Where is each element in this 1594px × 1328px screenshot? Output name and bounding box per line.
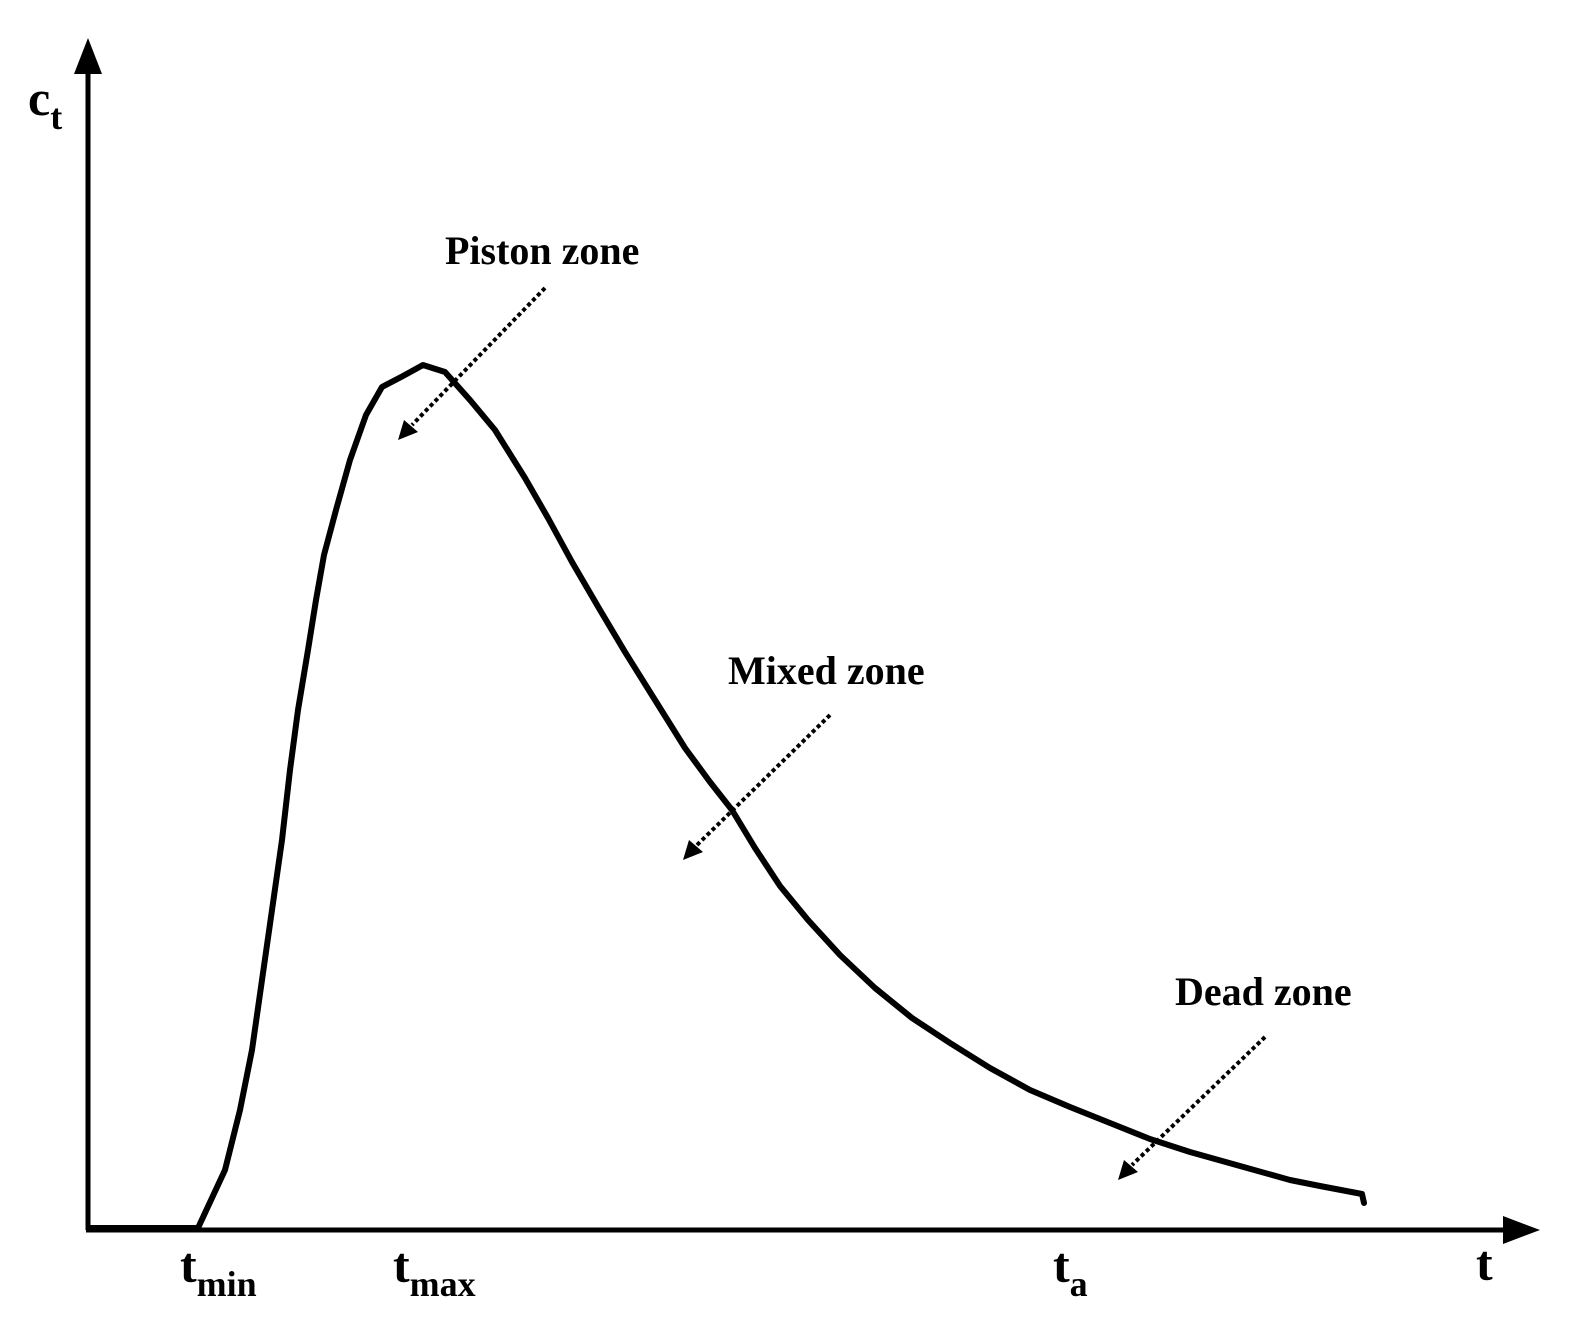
- zone-label-piston: Piston zone: [445, 228, 639, 273]
- x-axis-label: t: [1476, 1235, 1493, 1291]
- piston-zone-arrow: [398, 286, 547, 440]
- response-curve: [87, 362, 1367, 1231]
- tick-label-tmax: tmax: [393, 1237, 476, 1304]
- x-axis-arrowhead: [1503, 1216, 1540, 1244]
- zone-label-mixed: Mixed zone: [728, 648, 925, 693]
- dead-zone-arrow: [1118, 1035, 1267, 1180]
- tick-label-tmin: tmin: [180, 1237, 257, 1304]
- y-axis-label: ct: [28, 70, 62, 137]
- zone-label-dead: Dead zone: [1175, 969, 1352, 1014]
- tick-label-ta: ta: [1053, 1237, 1088, 1304]
- y-axis-arrowhead: [74, 38, 102, 74]
- mixed-zone-arrow: [683, 713, 832, 860]
